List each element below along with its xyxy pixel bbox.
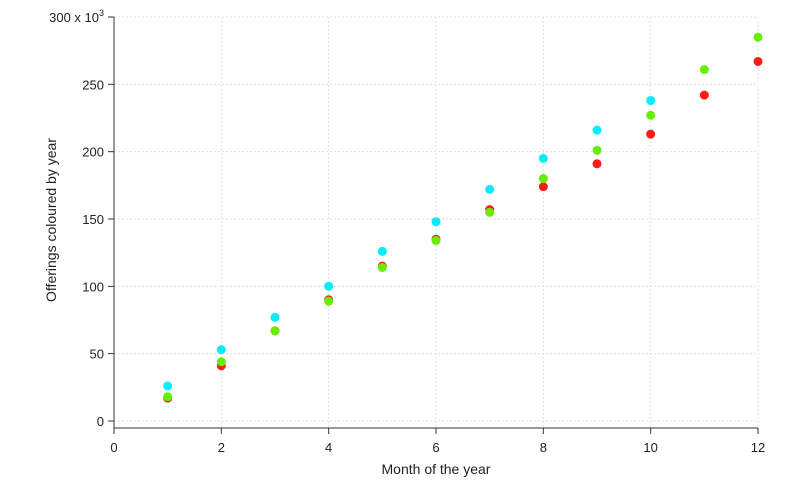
- data-point-series-2: [538, 153, 548, 163]
- x-tick-label: 12: [751, 440, 765, 455]
- data-point-series-3: [699, 65, 709, 75]
- data-point-series-2: [270, 312, 280, 322]
- y-axis-ticks: 0 50 100 150 200 250 300 x 103: [49, 8, 114, 429]
- data-point-series-3: [324, 296, 334, 306]
- data-point-series-1: [538, 182, 548, 192]
- y-tick-label: 300 x 103: [49, 8, 104, 25]
- y-tick-label: 0: [97, 414, 104, 429]
- data-point-series-2: [646, 95, 656, 105]
- y-tick-label: 100: [82, 279, 104, 294]
- data-points: [163, 32, 763, 403]
- data-point-series-3: [538, 174, 548, 184]
- data-point-series-2: [377, 246, 387, 256]
- data-point-series-3: [377, 262, 387, 272]
- data-point-series-3: [270, 326, 280, 336]
- data-point-series-2: [324, 281, 334, 291]
- x-tick-label: 10: [643, 440, 657, 455]
- x-tick-label: 0: [110, 440, 117, 455]
- x-tick-label: 6: [432, 440, 439, 455]
- y-tick-label: 250: [82, 77, 104, 92]
- data-point-series-3: [431, 236, 441, 246]
- data-point-series-1: [592, 159, 602, 169]
- data-point-series-3: [646, 110, 656, 120]
- y-tick-label: 150: [82, 212, 104, 227]
- data-point-series-2: [216, 345, 226, 355]
- data-point-series-2: [485, 184, 495, 194]
- data-point-series-2: [592, 125, 602, 135]
- data-point-series-3: [485, 207, 495, 217]
- data-point-series-3: [592, 145, 602, 155]
- data-point-series-2: [431, 217, 441, 227]
- y-tick-label: 50: [90, 347, 104, 362]
- y-tick-label: 200: [82, 145, 104, 160]
- x-tick-label: 2: [218, 440, 225, 455]
- x-axis-ticks: 0 2 4 6 8 10 12: [110, 428, 765, 455]
- data-point-series-2: [163, 381, 173, 391]
- data-point-series-3: [216, 357, 226, 367]
- data-point-series-1: [646, 129, 656, 139]
- data-point-series-3: [163, 392, 173, 402]
- data-point-series-1: [753, 56, 763, 66]
- x-tick-label: 8: [540, 440, 547, 455]
- data-point-series-1: [699, 90, 709, 100]
- x-axis-label: Month of the year: [382, 461, 491, 477]
- data-point-series-3: [753, 32, 763, 42]
- x-tick-label: 4: [325, 440, 332, 455]
- y-axis-label: Offerings coloured by year: [43, 138, 59, 302]
- y-multiplier-exponent: 3: [99, 8, 104, 18]
